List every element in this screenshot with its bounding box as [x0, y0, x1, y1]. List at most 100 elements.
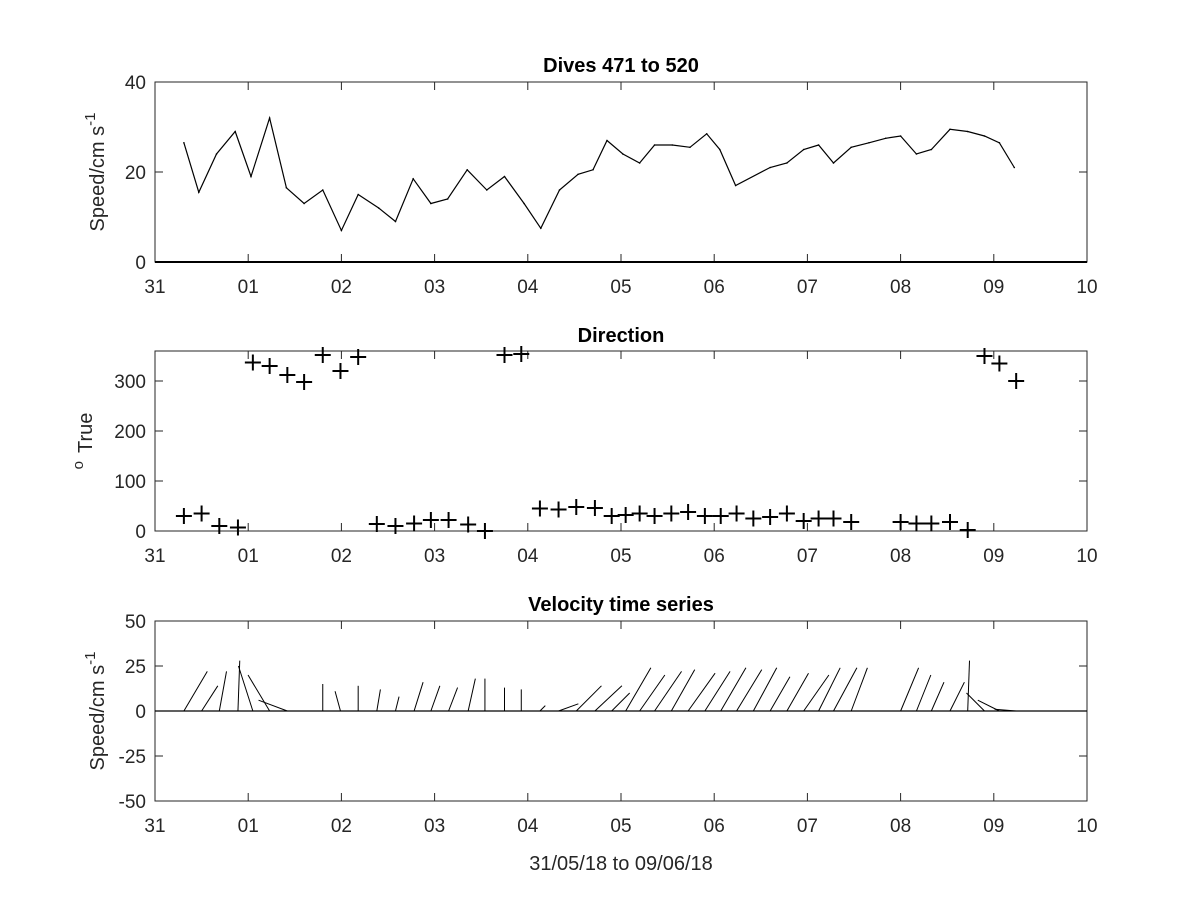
speed-x-tick-label: 04 [517, 277, 539, 298]
velocity-vector-stick [539, 705, 546, 712]
speed-data-point [786, 162, 788, 164]
velocity-vector-stick [915, 674, 932, 712]
direction-marker [825, 510, 842, 527]
direction-marker [959, 522, 976, 538]
direction-x-tick-label: 10 [1076, 546, 1097, 567]
direction-y-tick-label: 200 [114, 422, 146, 443]
velocity-vector-stick [218, 671, 227, 712]
direction-x-tick-label: 02 [331, 546, 352, 567]
velocity-vector-stick [413, 682, 424, 712]
direction-marker [663, 505, 680, 522]
speed-data-point [215, 153, 218, 155]
velocity-y-tick-label: 0 [135, 702, 146, 723]
direction-marker [991, 355, 1008, 372]
speed-y-tick-label: 0 [135, 253, 146, 274]
velocity-vector-stick [833, 667, 858, 712]
speed-data-point [653, 144, 656, 146]
speed-data-point [340, 229, 343, 232]
speed-data-point [671, 144, 674, 146]
direction-axes-frame [154, 350, 1088, 532]
direction-marker [175, 508, 192, 524]
velocity-x-tick-label: 05 [610, 816, 631, 837]
velocity-vector-stick [611, 692, 631, 712]
velocity-vector-stick [247, 674, 271, 712]
speed-data-point [592, 168, 594, 171]
speed-x-tick-label: 31 [144, 277, 165, 298]
direction-marker [422, 512, 439, 528]
speed-data-point [606, 139, 608, 142]
direction-marker [778, 505, 795, 522]
direction-marker [976, 348, 993, 364]
speed-data-point [817, 144, 820, 146]
direction-marker [244, 354, 261, 371]
direction-marker [680, 504, 697, 520]
direction-marker [843, 514, 860, 530]
velocity-vector-stick [966, 692, 985, 712]
speed-data-point [1013, 166, 1016, 169]
speed-data-point [523, 202, 525, 205]
velocity-vector-stick [736, 669, 763, 712]
direction-marker [795, 513, 812, 529]
speed-data-point [868, 141, 870, 144]
speed-data-point [884, 137, 887, 140]
speed-axes-frame [154, 81, 1088, 263]
velocity-x-tick-label: 07 [797, 816, 818, 837]
direction-marker [923, 515, 940, 532]
velocity-vector-stick [704, 671, 731, 712]
direction-marker [810, 510, 827, 527]
speed-data-point [638, 162, 641, 164]
direction-marker [631, 505, 648, 522]
speed-data-point [234, 130, 236, 133]
velocity-vector-stick [786, 672, 809, 712]
direction-x-tick-label: 04 [517, 546, 539, 567]
direction-marker [406, 515, 423, 532]
speed-data-point [446, 198, 449, 200]
direction-marker [211, 518, 228, 534]
speed-data-point [915, 153, 918, 155]
speed-data-point [998, 141, 1001, 144]
direction-x-tick-label: 03 [424, 546, 445, 567]
speed-y-axis-label: Speed/cm s-1 [82, 113, 109, 232]
speed-data-point [949, 128, 951, 131]
speed-y-tick-label: 20 [125, 163, 146, 184]
speed-data-point [832, 162, 835, 164]
speed-x-tick-label: 01 [238, 277, 259, 298]
direction-marker [603, 508, 620, 524]
speed-data-point [321, 189, 324, 191]
speed-data-point [303, 202, 305, 205]
direction-marker [728, 505, 745, 522]
direction-marker [712, 508, 729, 524]
direction-marker [193, 505, 210, 522]
speed-data-point [412, 177, 414, 180]
speed-data-point [503, 175, 506, 178]
speed-x-tick-label: 10 [1076, 277, 1097, 298]
direction-y-tick-label: 100 [114, 472, 146, 493]
direction-x-tick-label: 01 [238, 546, 259, 567]
velocity-x-tick-label: 10 [1076, 816, 1097, 837]
direction-marker [368, 516, 385, 532]
velocity-vector-stick [967, 660, 971, 712]
x-axis-label: 31/05/18 to 09/06/18 [529, 853, 713, 875]
velocity-vector-stick [467, 678, 476, 712]
velocity-panel-title: Velocity time series [528, 594, 714, 616]
speed-x-tick-label: 07 [797, 277, 818, 298]
speed-data-point [622, 153, 624, 155]
direction-marker [531, 500, 548, 517]
speed-x-tick-label: 08 [890, 277, 911, 298]
direction-marker [296, 374, 313, 390]
direction-marker [550, 501, 567, 518]
direction-marker [696, 508, 713, 524]
speed-data-point [268, 117, 271, 119]
direction-x-tick-label: 09 [983, 546, 1004, 567]
direction-marker [350, 349, 367, 365]
direction-marker [1008, 373, 1025, 389]
velocity-x-tick-label: 01 [238, 816, 259, 837]
speed-data-point [250, 175, 252, 178]
velocity-vector-stick [900, 667, 920, 712]
speed-data-point [734, 184, 737, 187]
velocity-x-tick-label: 03 [424, 816, 445, 837]
direction-marker [279, 367, 296, 383]
speed-data-point [705, 132, 708, 135]
speed-data-point [540, 227, 542, 230]
speed-data-point [983, 135, 986, 137]
